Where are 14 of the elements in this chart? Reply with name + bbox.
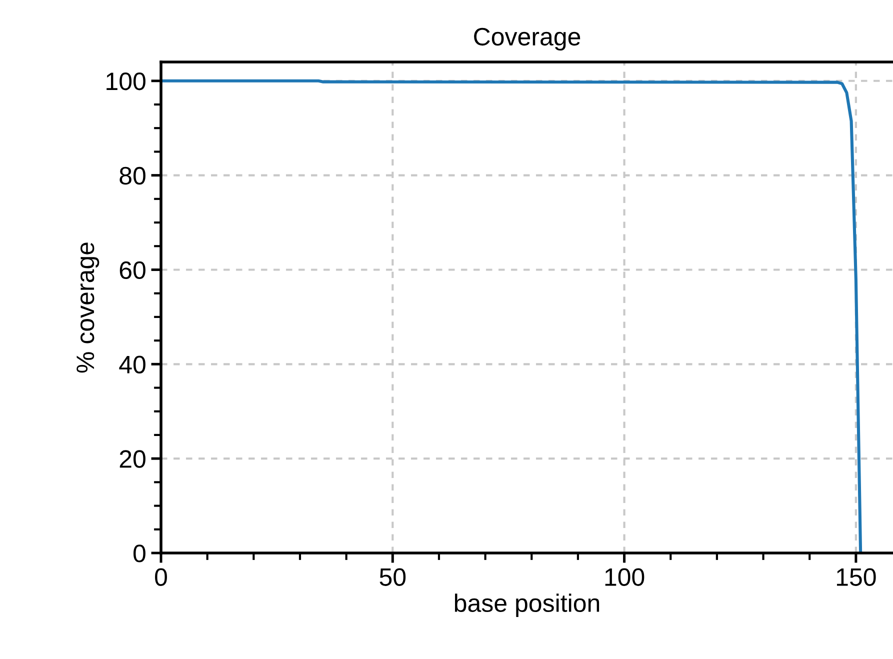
x-tick-label: 0	[155, 568, 167, 586]
x-tick-label: 50	[380, 568, 406, 586]
y-tick-label: 0	[133, 544, 146, 562]
line-series	[161, 79, 862, 553]
x-tick-label: 150	[836, 568, 876, 586]
x-axis-title: base position	[454, 594, 600, 617]
chart-title: Coverage	[474, 28, 580, 51]
y-tick-label: 80	[120, 166, 146, 185]
y-tick-label: 100	[106, 72, 146, 90]
y-tick-label: 40	[119, 356, 146, 374]
y-tick-label: 20	[120, 450, 146, 468]
x-tick-label: 100	[605, 568, 644, 586]
y-axis-title: % coverage	[76, 242, 100, 373]
y-tick-label: 60	[120, 261, 146, 280]
